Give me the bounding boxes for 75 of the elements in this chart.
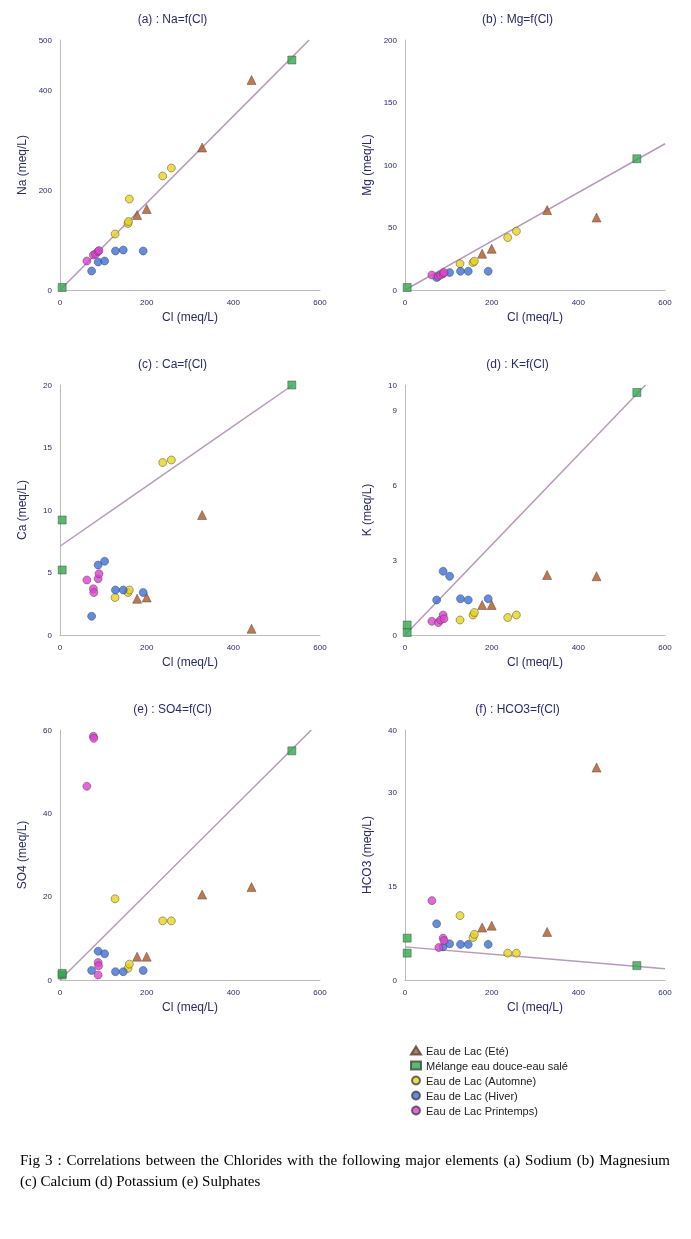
y-tick-label: 15 xyxy=(388,881,398,891)
chart-title: (c) : Ca=f(Cl) xyxy=(138,357,207,371)
y-tick-label: 500 xyxy=(38,35,53,45)
y-tick-label: 20 xyxy=(43,380,53,390)
y-tick-label: 9 xyxy=(392,405,398,415)
y-tick-label: 150 xyxy=(383,98,398,107)
x-tick-label: 600 xyxy=(313,642,328,652)
y-tick-label: 30 xyxy=(388,788,398,797)
chart-title: (a) : Na=f(Cl) xyxy=(137,12,208,26)
x-tick-label: 200 xyxy=(484,297,499,307)
x-tick-label: 200 xyxy=(484,987,499,997)
y-tick-label: 0 xyxy=(47,630,53,640)
y-tick-label: 5 xyxy=(47,568,53,577)
legend-label: Mélange eau douce-eau salé xyxy=(426,1059,568,1072)
x-tick-label: 200 xyxy=(139,297,154,307)
x-axis-title: Cl (meq/L) xyxy=(161,999,219,1014)
x-axis-title: Cl (meq/L) xyxy=(161,309,219,324)
legend-label: Eau de Lac (Eté) xyxy=(426,1044,509,1057)
x-tick-label: 600 xyxy=(313,297,328,307)
y-tick-label: 200 xyxy=(383,35,398,45)
y-axis-title: K (meq/L) xyxy=(360,483,374,537)
y-axis-title: Ca (meq/L) xyxy=(15,479,29,541)
x-axis-title: Cl (meq/L) xyxy=(506,309,564,324)
x-axis-title: Cl (meq/L) xyxy=(506,654,564,669)
y-tick-label: 20 xyxy=(43,892,53,902)
x-axis-title: Cl (meq/L) xyxy=(506,999,564,1014)
y-axis-title: HCO3 (meq/L) xyxy=(360,815,374,895)
y-tick-label: 0 xyxy=(392,630,398,640)
x-tick-label: 400 xyxy=(226,642,241,652)
x-tick-label: 600 xyxy=(313,987,328,997)
y-tick-label: 50 xyxy=(388,223,398,232)
x-tick-label: 400 xyxy=(226,987,241,997)
caption: Fig 3 : Correlations between the Chlorides with the following major elements (a) Sodium (b) Magnesium (c) Calcium (d) Potassium (e) Sulphates xyxy=(20,1151,670,1191)
x-tick-label: 0 xyxy=(57,297,63,307)
x-tick-label: 400 xyxy=(571,642,586,652)
y-axis-title: SO4 (meq/L) xyxy=(15,820,29,890)
y-tick-label: 3 xyxy=(392,555,398,565)
x-tick-label: 0 xyxy=(402,642,408,652)
x-tick-label: 200 xyxy=(484,642,499,652)
y-tick-label: 400 xyxy=(38,85,53,95)
y-tick-label: 0 xyxy=(47,285,53,295)
y-tick-label: 40 xyxy=(43,808,53,818)
y-tick-label: 6 xyxy=(392,480,398,490)
y-tick-label: 0 xyxy=(392,975,398,985)
chart-title: (e) : SO4=f(Cl) xyxy=(133,702,212,716)
x-tick-label: 400 xyxy=(571,297,586,307)
x-tick-label: 0 xyxy=(402,297,408,307)
y-tick-label: 40 xyxy=(388,725,398,735)
chart-title: (f) : HCO3=f(Cl) xyxy=(475,702,560,716)
y-axis-title: Mg (meq/L) xyxy=(359,134,374,196)
y-tick-label: 10 xyxy=(43,505,53,515)
x-tick-label: 600 xyxy=(658,297,673,307)
y-tick-label: 200 xyxy=(38,185,53,195)
chart-title: (b) : Mg=f(Cl) xyxy=(481,12,554,26)
x-tick-label: 0 xyxy=(57,642,63,652)
x-tick-label: 0 xyxy=(57,987,63,997)
x-tick-label: 200 xyxy=(139,987,154,997)
y-tick-label: 0 xyxy=(47,975,53,985)
y-tick-label: 10 xyxy=(388,380,398,390)
legend-label: Eau de Lac (Hiver) xyxy=(426,1089,518,1102)
y-tick-label: 15 xyxy=(43,443,53,452)
x-tick-label: 400 xyxy=(571,987,586,997)
x-tick-label: 200 xyxy=(139,642,154,652)
y-tick-label: 100 xyxy=(383,160,398,170)
x-axis-title: Cl (meq/L) xyxy=(161,654,219,669)
y-axis-title: Na (meq/L) xyxy=(14,134,29,196)
x-tick-label: 0 xyxy=(402,987,408,997)
y-tick-label: 60 xyxy=(43,725,53,735)
x-tick-label: 600 xyxy=(658,642,673,652)
x-tick-label: 400 xyxy=(226,297,241,307)
legend-label: Eau de Lac Printemps) xyxy=(426,1104,538,1117)
legend-label: Eau de Lac (Automne) xyxy=(426,1074,537,1087)
x-tick-label: 600 xyxy=(658,987,673,997)
chart-title: (d) : K=f(Cl) xyxy=(486,357,549,371)
y-tick-label: 0 xyxy=(392,285,398,295)
